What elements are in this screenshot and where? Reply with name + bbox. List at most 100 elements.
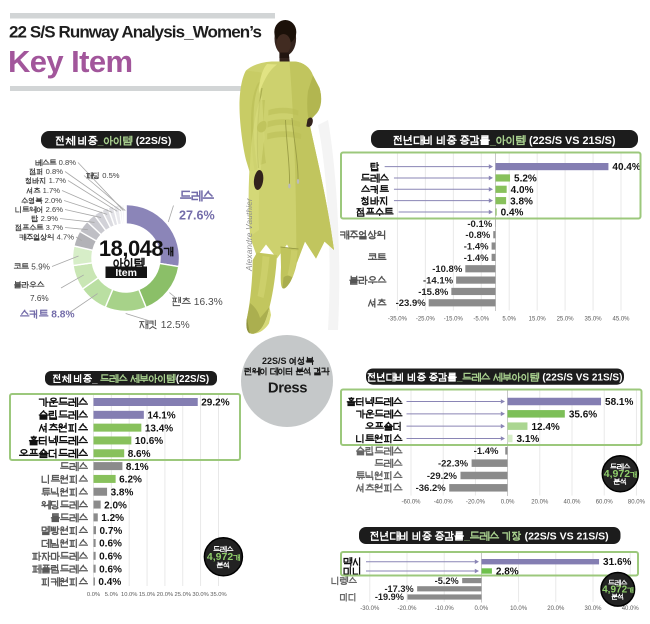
svg-text:1.2%: 1.2% bbox=[101, 513, 124, 524]
svg-text:-25.0%: -25.0% bbox=[416, 317, 436, 323]
svg-text:4,972: 4,972 bbox=[602, 585, 627, 596]
svg-text:-19.9%: -19.9% bbox=[375, 592, 404, 602]
svg-text:0.4%: 0.4% bbox=[501, 208, 524, 219]
svg-text:-29.2%: -29.2% bbox=[427, 471, 458, 482]
svg-text:4.0%: 4.0% bbox=[511, 185, 534, 196]
svg-text:2.6%: 2.6% bbox=[44, 205, 64, 214]
svg-text:_: _ bbox=[463, 531, 470, 543]
svg-text:(22S/S VS 21S/S): (22S/S VS 21S/S) bbox=[526, 135, 616, 147]
svg-text:-20.0%: -20.0% bbox=[466, 500, 486, 506]
svg-text:3.8%: 3.8% bbox=[111, 487, 134, 498]
svg-text:45.0%: 45.0% bbox=[612, 317, 630, 323]
svg-text:20.0%: 20.0% bbox=[531, 500, 549, 506]
svg-text:-1.4%: -1.4% bbox=[464, 253, 489, 264]
svg-text:27.6%: 27.6% bbox=[179, 209, 215, 223]
svg-text:12.5%: 12.5% bbox=[158, 320, 190, 331]
svg-text:2.0%: 2.0% bbox=[43, 196, 63, 205]
svg-text:16.3%: 16.3% bbox=[191, 297, 223, 308]
svg-text:22 S/S Runway Analysis_Women’s: 22 S/S Runway Analysis_Women’s bbox=[9, 23, 261, 42]
svg-text:30.0%: 30.0% bbox=[192, 592, 208, 598]
svg-text:_: _ bbox=[97, 135, 104, 147]
svg-text:5.9%: 5.9% bbox=[29, 262, 50, 271]
svg-text:0.0%: 0.0% bbox=[501, 500, 515, 506]
svg-text:3.1%: 3.1% bbox=[516, 434, 539, 445]
svg-text:10.0%: 10.0% bbox=[510, 606, 528, 612]
svg-text:40.0%: 40.0% bbox=[622, 606, 640, 612]
svg-text:Item: Item bbox=[115, 267, 137, 279]
svg-text:12.4%: 12.4% bbox=[531, 422, 559, 433]
svg-text:-36.2%: -36.2% bbox=[416, 483, 447, 494]
svg-text:20.0%: 20.0% bbox=[547, 606, 565, 612]
svg-text:(22S/S VS 21S/S): (22S/S VS 21S/S) bbox=[540, 373, 623, 384]
svg-text:_: _ bbox=[91, 374, 100, 385]
svg-text:-10.0%: -10.0% bbox=[435, 606, 455, 612]
svg-text:1.7%: 1.7% bbox=[41, 186, 61, 195]
svg-text:7.6%: 7.6% bbox=[30, 294, 49, 303]
svg-text:30.0%: 30.0% bbox=[584, 606, 602, 612]
svg-text:31.6%: 31.6% bbox=[603, 557, 631, 568]
svg-text:-60.0%: -60.0% bbox=[401, 500, 421, 506]
svg-text:-40.0%: -40.0% bbox=[434, 500, 454, 506]
svg-text:10.6%: 10.6% bbox=[135, 436, 163, 447]
svg-text:4,972: 4,972 bbox=[207, 551, 233, 563]
svg-text:_: _ bbox=[489, 135, 497, 147]
svg-text:8.1%: 8.1% bbox=[126, 462, 149, 473]
svg-text:14.1%: 14.1% bbox=[147, 411, 175, 422]
svg-text:0.4%: 0.4% bbox=[98, 577, 121, 588]
svg-text:15.0%: 15.0% bbox=[139, 592, 155, 598]
svg-text:-14.1%: -14.1% bbox=[423, 276, 454, 287]
svg-text:-23.9%: -23.9% bbox=[396, 298, 427, 309]
svg-text:6.2%: 6.2% bbox=[119, 475, 142, 486]
svg-text:0.5%: 0.5% bbox=[100, 171, 120, 180]
svg-text:-0.8%: -0.8% bbox=[465, 230, 490, 241]
svg-text:20.0%: 20.0% bbox=[157, 592, 173, 598]
svg-text:25.0%: 25.0% bbox=[175, 592, 191, 598]
svg-text:35.0%: 35.0% bbox=[585, 317, 603, 323]
svg-text:_: _ bbox=[456, 373, 463, 384]
svg-text:10.0%: 10.0% bbox=[121, 592, 137, 598]
svg-text:5.2%: 5.2% bbox=[514, 174, 537, 185]
svg-text:-5.0%: -5.0% bbox=[473, 317, 489, 323]
svg-text:0.6%: 0.6% bbox=[99, 552, 122, 563]
svg-text:40.0%: 40.0% bbox=[563, 500, 581, 506]
svg-text:Dress: Dress bbox=[268, 381, 307, 397]
svg-text:0.8%: 0.8% bbox=[57, 158, 77, 167]
svg-text:80.0%: 80.0% bbox=[628, 500, 646, 506]
svg-text:0.8%: 0.8% bbox=[44, 167, 64, 176]
svg-text:-10.8%: -10.8% bbox=[432, 264, 463, 275]
svg-text:0.0%: 0.0% bbox=[475, 606, 489, 612]
svg-text:3.7%: 3.7% bbox=[44, 223, 64, 232]
svg-text:-1.4%: -1.4% bbox=[474, 446, 499, 457]
svg-text:8.8%: 8.8% bbox=[48, 310, 74, 321]
svg-text:-20.0%: -20.0% bbox=[397, 606, 417, 612]
svg-text:5.0%: 5.0% bbox=[502, 317, 516, 323]
svg-text:-22.3%: -22.3% bbox=[438, 459, 469, 470]
svg-text:2.0%: 2.0% bbox=[104, 500, 127, 511]
svg-text:18,048: 18,048 bbox=[99, 236, 164, 261]
svg-text:4.7%: 4.7% bbox=[55, 233, 75, 242]
svg-text:35.0%: 35.0% bbox=[210, 592, 226, 598]
svg-text:8.6%: 8.6% bbox=[128, 449, 151, 460]
svg-text:-35.0%: -35.0% bbox=[388, 317, 408, 323]
svg-text:13.4%: 13.4% bbox=[145, 423, 173, 434]
svg-text:25.0%: 25.0% bbox=[557, 317, 575, 323]
svg-text:15.0%: 15.0% bbox=[529, 317, 547, 323]
svg-text:0.6%: 0.6% bbox=[99, 539, 122, 550]
svg-text:4,972: 4,972 bbox=[604, 468, 630, 480]
svg-text:-5.2%: -5.2% bbox=[435, 576, 459, 586]
svg-text:(22S/S): (22S/S) bbox=[133, 135, 172, 147]
svg-text:(22S/S): (22S/S) bbox=[176, 374, 209, 385]
svg-text:3.8%: 3.8% bbox=[510, 196, 533, 207]
svg-text:29.2%: 29.2% bbox=[201, 398, 229, 409]
svg-text:Key Item: Key Item bbox=[8, 44, 132, 79]
svg-text:Alexandre Vauthier: Alexandre Vauthier bbox=[245, 198, 254, 272]
svg-text:40.4%: 40.4% bbox=[612, 162, 640, 173]
svg-text:58.1%: 58.1% bbox=[605, 397, 633, 408]
svg-text:-1.4%: -1.4% bbox=[464, 241, 489, 252]
svg-text:5.0%: 5.0% bbox=[105, 592, 118, 598]
svg-text:1.7%: 1.7% bbox=[47, 176, 67, 185]
svg-text:-30.0%: -30.0% bbox=[360, 606, 380, 612]
svg-text:60.0%: 60.0% bbox=[596, 500, 614, 506]
svg-text:35.6%: 35.6% bbox=[569, 409, 597, 420]
svg-text:-0.1%: -0.1% bbox=[467, 219, 492, 230]
